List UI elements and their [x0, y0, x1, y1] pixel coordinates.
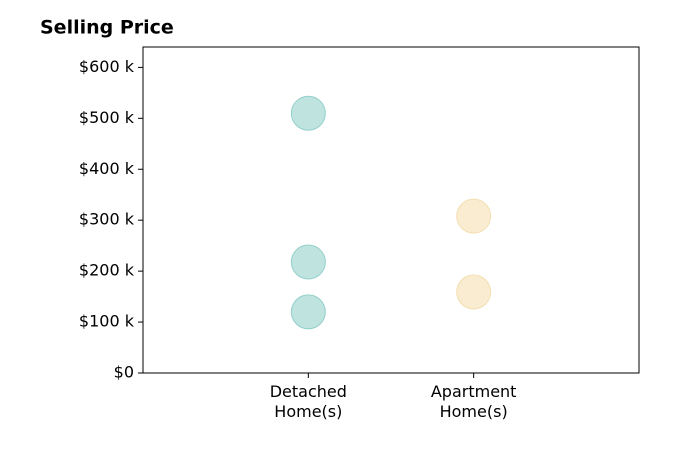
- chart-title: Selling Price: [40, 17, 174, 39]
- point: [456, 198, 492, 234]
- y-tick-label: $300 k: [79, 210, 135, 229]
- y-tick-label: $200 k: [79, 261, 135, 280]
- y-tick-label: $500 k: [79, 108, 135, 127]
- point: [290, 244, 326, 280]
- x-tick-label: Apartment Home(s): [430, 382, 517, 421]
- point: [290, 95, 326, 131]
- plot-frame: [142, 46, 640, 374]
- y-tick-label: $0: [114, 363, 134, 382]
- y-tick-label: $600 k: [79, 57, 135, 76]
- y-tick-label: $100 k: [79, 312, 135, 331]
- y-tick-label: $400 k: [79, 159, 135, 178]
- point: [290, 294, 326, 330]
- point: [456, 274, 492, 310]
- x-tick-label: Detached Home(s): [269, 382, 347, 421]
